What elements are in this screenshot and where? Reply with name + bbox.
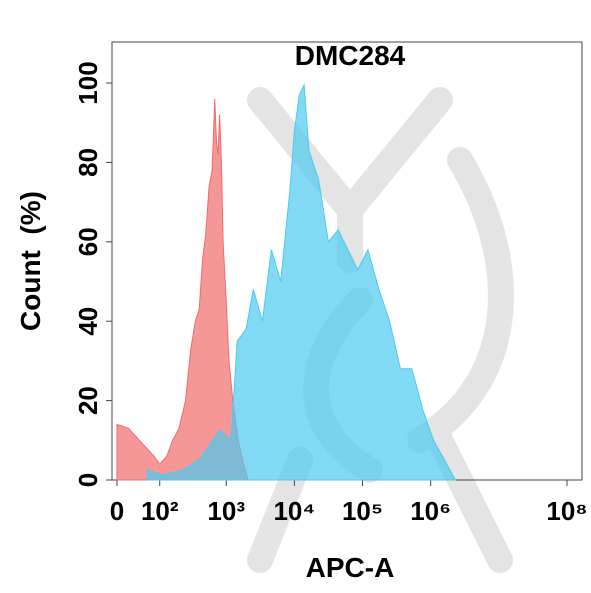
- x-tick-label: 10⁴: [273, 496, 315, 526]
- x-axis-label: APC-A: [306, 552, 395, 583]
- y-tick-label: 0: [73, 473, 103, 487]
- x-tick-label: 10⁶: [410, 496, 451, 526]
- y-axis-label: Count (%): [15, 191, 46, 331]
- histogram-area: [116, 98, 249, 481]
- histogram-area: [146, 83, 457, 481]
- y-tick-label: 40: [73, 307, 103, 336]
- x-tick-label: 10²: [141, 496, 179, 526]
- x-tick-label: 0: [110, 496, 124, 526]
- y-tick-label: 100: [73, 61, 103, 104]
- x-tick-label: 10⁸: [546, 496, 587, 526]
- x-tick-label: 10³: [207, 496, 245, 526]
- y-tick-label: 60: [73, 227, 103, 256]
- y-tick-label: 80: [73, 148, 103, 177]
- y-tick-label: 20: [73, 386, 103, 415]
- chart-title: DMC284: [295, 40, 406, 71]
- x-tick-label: 10⁵: [342, 496, 383, 526]
